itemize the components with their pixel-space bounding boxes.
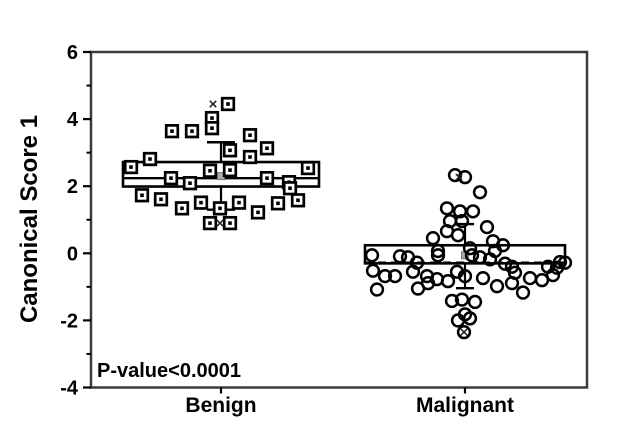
data-point-dot [228, 221, 232, 225]
data-point-dot [159, 197, 163, 202]
data-point-circle [552, 254, 568, 270]
y-tick-label: 2 [67, 176, 78, 198]
data-point-circle [515, 285, 531, 300]
data-point-circle [472, 185, 488, 200]
data-point-circle [364, 248, 380, 263]
malignant-points [364, 167, 573, 340]
y-tick-label: 4 [67, 109, 79, 131]
data-point-circle [450, 313, 466, 328]
data-point-circle [454, 213, 470, 229]
data-point-circle [482, 252, 498, 267]
data-point-dot [237, 200, 241, 205]
data-point-dot [248, 155, 252, 159]
data-point-dot [170, 129, 174, 133]
data-point-circle [467, 294, 483, 310]
data-point-circle [420, 276, 436, 291]
data-point-dot [248, 133, 252, 138]
data-point-dot [228, 148, 232, 153]
data-point-circle [545, 267, 561, 283]
y-tick-label: 6 [67, 42, 78, 64]
data-point-dot [208, 221, 212, 225]
data-point-circle [430, 248, 446, 263]
plot-frame [89, 50, 589, 389]
percentile-x-mark [455, 173, 463, 181]
data-point-circle [472, 250, 488, 265]
data-point-dot [226, 102, 230, 106]
data-point-circle [387, 268, 403, 284]
data-point-dot [210, 116, 214, 120]
benign-points [123, 96, 316, 231]
percentile-x-mark [216, 219, 224, 227]
data-point-circle [464, 248, 480, 263]
percentile-x-mark [460, 328, 468, 336]
data-point-dot [169, 176, 173, 180]
data-point-circle [462, 241, 478, 256]
data-point-dot [180, 206, 184, 211]
data-point-circle [457, 268, 473, 284]
data-point-circle [497, 256, 513, 271]
data-point-dot [228, 168, 232, 172]
p-value-annotation: P-value<0.0001 [97, 360, 241, 382]
data-point-dot [210, 126, 214, 130]
data-point-circle [465, 204, 481, 219]
percentile-x-mark [209, 100, 217, 108]
y-tick-label: -4 [60, 378, 79, 400]
data-point-circle [365, 263, 381, 278]
data-point-circle [405, 264, 421, 279]
data-point-circle [392, 249, 408, 264]
data-point-dot [265, 176, 269, 180]
x-axis-label-malignant: Malignant [416, 394, 514, 417]
x-axis-label-benign: Benign [185, 394, 257, 417]
y-axis: 6 4 2 0 -2 -4 [60, 42, 91, 400]
data-point-circle [454, 292, 470, 307]
data-point-circle [425, 231, 441, 246]
data-point-dot [129, 165, 133, 169]
data-point-circle [507, 265, 523, 280]
data-point-dot [188, 181, 192, 185]
data-point-circle [475, 270, 491, 286]
data-point-circle [450, 228, 466, 243]
data-point-circle [430, 243, 446, 259]
data-point-dot [276, 201, 280, 206]
data-point-circle [377, 268, 393, 284]
y-axis-title: Canonical Score 1 [16, 114, 43, 324]
data-point-dot [288, 186, 292, 191]
y-tick-label: -2 [60, 310, 78, 332]
data-point-dot [148, 157, 152, 161]
data-point-circle [522, 270, 538, 286]
data-point-dot [140, 193, 144, 198]
data-point-dot [190, 129, 194, 133]
data-point-dot [306, 166, 310, 170]
data-point-dot [265, 146, 269, 151]
data-point-dot [208, 168, 212, 173]
data-point-dot [199, 200, 203, 205]
y-tick-label: 0 [67, 243, 78, 265]
data-point-circle [456, 324, 472, 340]
data-point-circle [489, 279, 505, 294]
data-point-dot [296, 198, 300, 203]
data-point-circle [369, 282, 385, 297]
data-point-circle [534, 272, 550, 288]
data-point-dot [256, 210, 260, 215]
data-point-circle [439, 201, 455, 216]
data-point-circle [444, 293, 460, 309]
data-point-circle [479, 219, 495, 235]
data-point-circle [440, 273, 456, 289]
data-point-circle [557, 255, 573, 270]
data-point-dot [218, 206, 222, 211]
